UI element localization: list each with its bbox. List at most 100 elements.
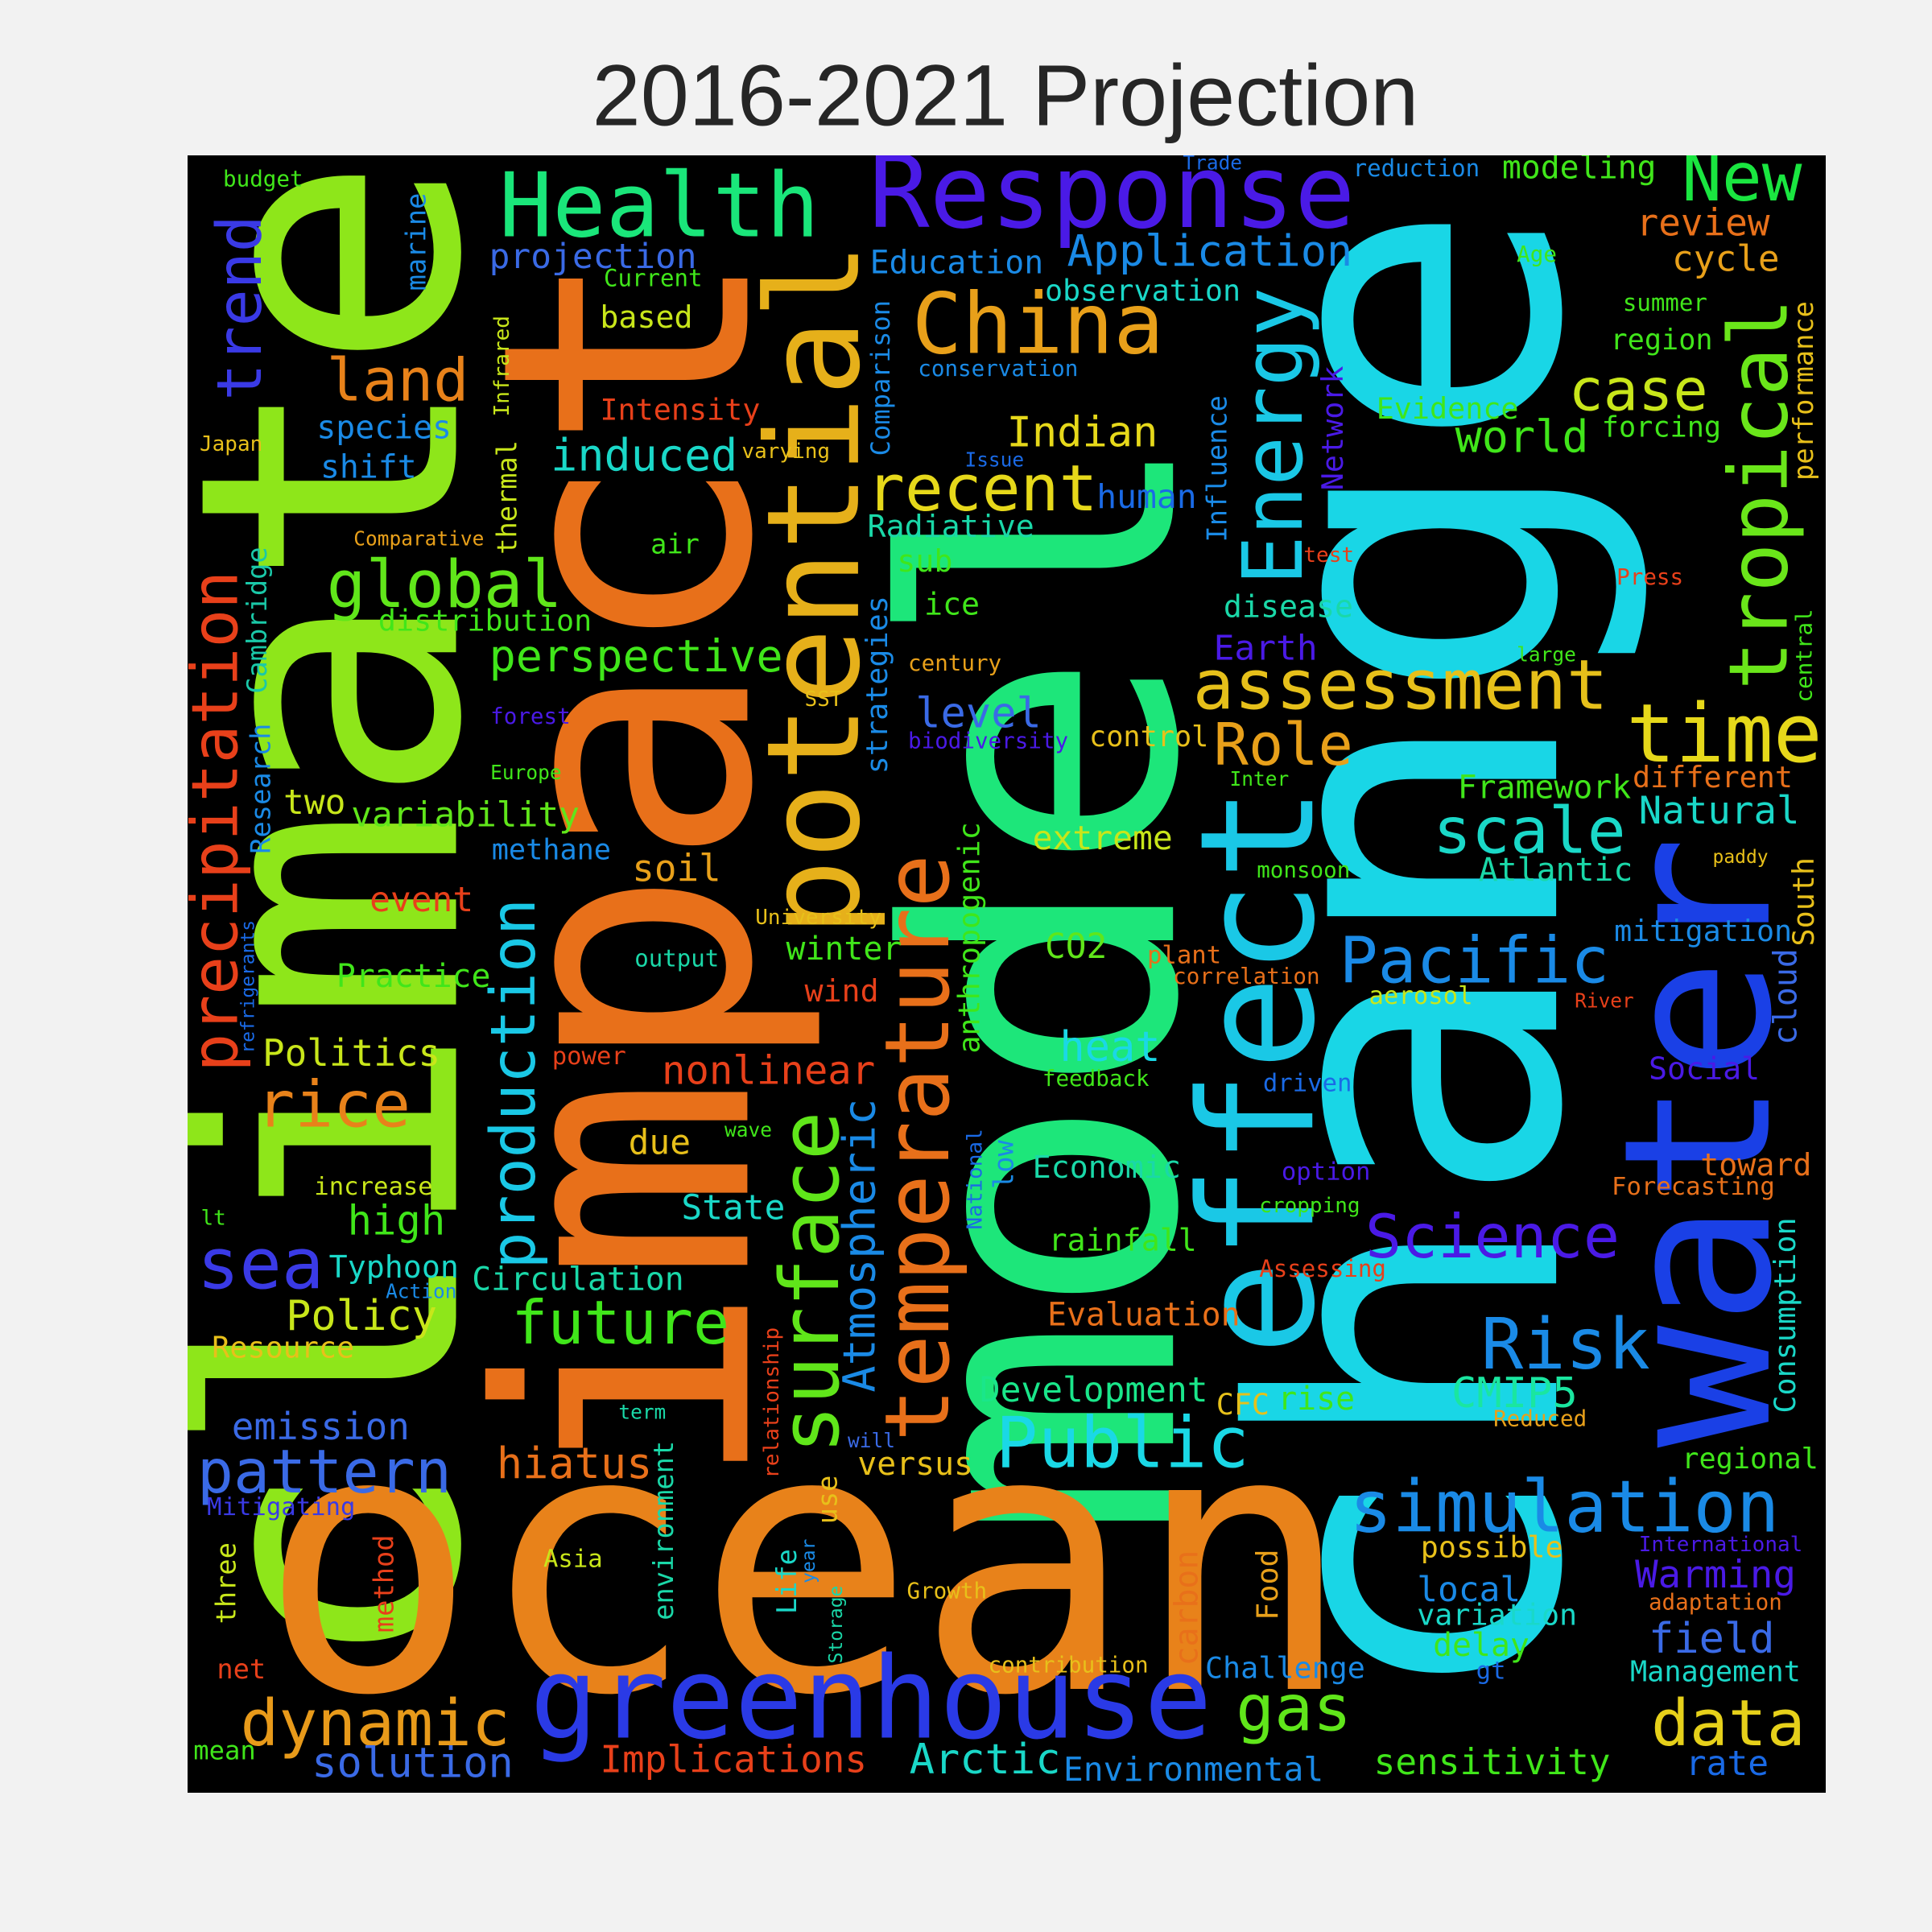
word: distribution <box>378 603 592 638</box>
word: variability <box>351 795 580 835</box>
word: Infrared <box>490 316 514 416</box>
word: recent <box>866 451 1097 526</box>
word: Pacific <box>1340 923 1609 997</box>
word: Resource <box>212 1331 354 1365</box>
word: methane <box>492 834 611 867</box>
word: land <box>327 347 469 415</box>
word: forest <box>490 704 571 729</box>
word: anthropogenic <box>952 822 987 1053</box>
word: cloud <box>1767 948 1804 1045</box>
word: Circulation <box>472 1261 683 1298</box>
word: disease <box>1224 589 1353 625</box>
word: Management <box>1630 1656 1801 1689</box>
word: Atmospheric <box>834 1099 886 1393</box>
word: performance <box>1788 301 1819 481</box>
word: winter <box>786 931 902 968</box>
word: regional <box>1682 1443 1818 1476</box>
word: sensitivity <box>1374 1742 1611 1783</box>
word: River <box>1575 989 1634 1012</box>
word: control <box>1089 720 1208 753</box>
word: Politics <box>262 1031 440 1075</box>
word: net <box>217 1653 266 1685</box>
word: Research <box>246 724 277 854</box>
word: strategies <box>860 596 894 774</box>
word: level <box>915 689 1042 737</box>
word: wave <box>724 1118 772 1141</box>
word: Economic <box>1033 1150 1181 1186</box>
word: air <box>650 529 700 560</box>
word: biodiversity <box>908 728 1068 753</box>
word: gas <box>1236 1671 1352 1746</box>
word: test <box>1303 543 1354 568</box>
word: Evaluation <box>1047 1297 1241 1334</box>
word: emission <box>232 1405 410 1448</box>
word: model <box>831 427 1261 1540</box>
word: Forecasting <box>1612 1173 1775 1201</box>
word: marine <box>400 193 431 291</box>
word: South <box>1786 857 1821 947</box>
word: Trade <box>1183 151 1242 175</box>
word: Warming <box>1635 1553 1796 1597</box>
word: lt <box>200 1206 225 1230</box>
word: Press <box>1616 564 1683 590</box>
word: impact <box>427 245 829 1491</box>
word: SST <box>804 687 842 712</box>
word: Evidence <box>1377 391 1519 426</box>
word: environment <box>648 1441 679 1620</box>
word: Earth <box>1214 629 1318 669</box>
word: carbon <box>1169 1550 1206 1666</box>
word: production <box>478 898 550 1269</box>
word: versus <box>857 1446 973 1483</box>
word: Framework <box>1458 770 1632 807</box>
word: future <box>511 1287 729 1358</box>
word: Reduced <box>1493 1406 1587 1431</box>
word: cycle <box>1672 238 1780 279</box>
word: CO2 <box>1045 927 1107 967</box>
word: data <box>1651 1686 1806 1761</box>
word: two <box>283 782 345 823</box>
word: Application <box>1067 225 1353 276</box>
word: term <box>618 1401 666 1424</box>
word: rise <box>1278 1381 1355 1418</box>
word: National <box>964 1129 988 1229</box>
word: Health <box>499 155 819 258</box>
word: method <box>369 1534 400 1633</box>
word: case <box>1568 356 1707 423</box>
word: region <box>1611 324 1713 357</box>
word: simulation <box>1349 1465 1779 1548</box>
word: extreme <box>1033 819 1173 857</box>
word: feedback <box>1042 1066 1150 1092</box>
word: change <box>1167 200 1655 1713</box>
word: Comparative <box>353 526 484 550</box>
word: tropical <box>1711 299 1806 691</box>
word: Japan <box>200 432 262 456</box>
word: different <box>1633 760 1793 795</box>
word: three <box>211 1542 242 1624</box>
word: paddy <box>1713 847 1769 868</box>
word: high <box>348 1196 446 1244</box>
word: output <box>634 944 719 972</box>
word: temperature <box>866 854 969 1442</box>
word: University <box>755 906 881 930</box>
word: human <box>1096 477 1196 516</box>
word: Food <box>1250 1549 1285 1620</box>
word: cropping <box>1259 1194 1360 1218</box>
word: Asia <box>543 1545 603 1573</box>
word: forcing <box>1602 411 1721 444</box>
word: observation <box>1045 273 1241 308</box>
word: will <box>848 1429 895 1452</box>
word: Cambridge <box>242 547 273 693</box>
word: New <box>1682 139 1802 217</box>
word: dynamic <box>240 1686 510 1761</box>
word: Age <box>1517 242 1557 267</box>
word: ocean <box>258 1352 1352 1775</box>
word: Role <box>1214 711 1353 778</box>
word: field <box>1649 1615 1775 1663</box>
word: Storage <box>826 1586 847 1664</box>
word: rainfall <box>1049 1222 1197 1258</box>
word: species <box>316 410 452 447</box>
word: China <box>912 275 1164 374</box>
word: global <box>327 547 563 623</box>
word: thermal <box>492 440 523 555</box>
word: precipitation <box>177 571 252 1072</box>
